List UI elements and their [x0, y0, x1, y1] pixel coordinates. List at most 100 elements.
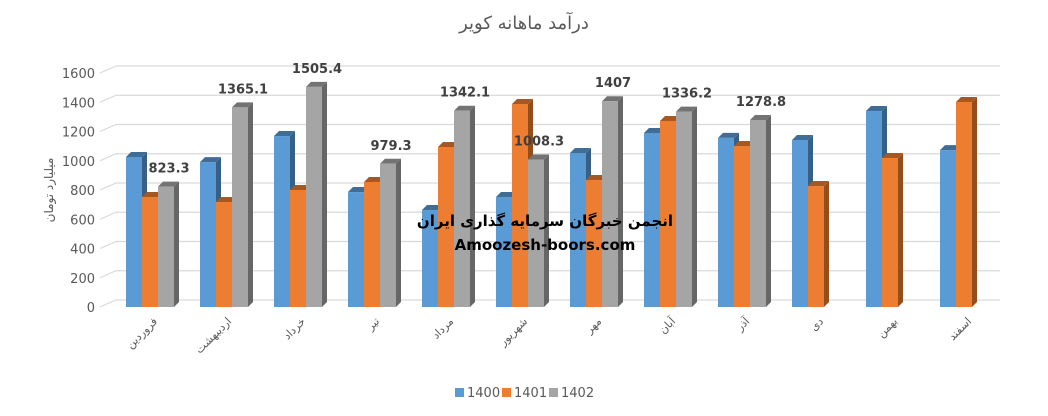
bar-front	[364, 181, 380, 307]
x-tick-label: آبان	[656, 314, 679, 337]
bar-front	[570, 152, 586, 307]
bar-1401	[882, 152, 903, 307]
gridline	[99, 270, 1000, 279]
bar-top	[422, 205, 443, 211]
bar-front	[158, 186, 174, 307]
data-label: 1365.1	[218, 82, 268, 97]
bar-side	[396, 158, 401, 307]
legend-label: 1401	[514, 386, 547, 401]
x-tick-label: خرداد	[281, 315, 308, 342]
data-label: 979.3	[370, 139, 411, 154]
y-axis-label: میلیارد تومان	[42, 158, 57, 223]
bar-side	[248, 102, 253, 307]
y-tick-label: 1000	[62, 155, 95, 170]
bar-front	[232, 107, 248, 307]
bar-front	[496, 197, 512, 307]
gridline	[99, 94, 1000, 103]
bar-front	[126, 156, 142, 307]
bar-top	[660, 115, 681, 121]
bar-front	[808, 186, 824, 307]
x-tick-label: بهمن	[875, 315, 900, 340]
bar-1401	[808, 181, 829, 307]
bar-top	[216, 196, 237, 202]
bar-front	[718, 137, 734, 307]
x-tick-label: اردیبهشت	[193, 315, 234, 356]
bar-top	[676, 106, 697, 112]
legend-label: 1400	[467, 386, 500, 401]
bar-top	[956, 96, 977, 102]
bar-top	[940, 145, 961, 151]
bar-front	[348, 192, 364, 307]
bar-top	[274, 131, 295, 137]
legend-swatch	[502, 388, 511, 397]
bar-front	[422, 210, 438, 307]
bar-front	[940, 150, 956, 307]
data-label: 1008.3	[514, 135, 564, 150]
bar-1402	[380, 158, 401, 307]
bar-side	[898, 152, 903, 307]
x-tick-label: شهریور	[496, 315, 530, 349]
watermark-line2: Amoozesh-boors.com	[455, 236, 636, 254]
bar-front	[200, 162, 216, 307]
legend-swatch	[455, 388, 464, 397]
gridline	[99, 65, 1000, 74]
x-tick-label: مهر	[582, 315, 604, 337]
data-label: 823.3	[148, 162, 189, 177]
bar-1402	[676, 106, 697, 307]
bar-front	[306, 86, 322, 307]
bar-front	[882, 157, 898, 307]
y-axis-ticks: 0 200 400 600 800 1000 1200 1400 1600	[62, 67, 95, 316]
bar-top	[808, 181, 829, 187]
bar-1402	[528, 154, 549, 307]
bar-front	[750, 119, 766, 308]
bar-top	[750, 114, 771, 120]
bar-front	[602, 101, 618, 307]
bar-front	[290, 190, 306, 307]
y-tick-label: 200	[70, 272, 95, 287]
bar-top	[232, 102, 253, 108]
data-label: 1278.8	[736, 95, 786, 110]
x-tick-label: اسفند	[946, 315, 974, 343]
bar-side	[174, 181, 179, 307]
gridlines	[99, 65, 1000, 308]
bar-1402	[454, 105, 475, 308]
gridline	[99, 211, 1000, 220]
x-tick-label: مرداد	[429, 315, 456, 342]
bar-side	[766, 114, 771, 308]
legend: 1400 1401 1402	[455, 386, 594, 401]
bar-front	[644, 132, 660, 307]
legend-swatch	[549, 388, 558, 397]
bar-top	[380, 158, 401, 164]
y-tick-label: 1400	[62, 96, 95, 111]
bar-front	[454, 110, 470, 308]
bar-front	[586, 180, 602, 307]
data-label: 1342.1	[440, 86, 490, 101]
bar-side	[972, 96, 977, 308]
x-tick-label: آذر	[732, 314, 753, 335]
bar-side	[470, 105, 475, 308]
y-tick-label: 1600	[62, 67, 95, 82]
bar-top	[364, 176, 385, 182]
bar-front	[866, 111, 882, 308]
bar-top	[586, 175, 607, 181]
bar-front	[660, 120, 676, 307]
bar-front	[380, 163, 396, 307]
gridline	[99, 299, 1000, 308]
chart-title: درآمد ماهانه کویر	[458, 11, 589, 34]
bar-side	[618, 96, 623, 307]
bar-front	[512, 104, 528, 307]
legend-item-1400: 1400	[455, 386, 500, 401]
bar-1402	[602, 96, 623, 307]
gridline	[99, 240, 1000, 250]
legend-label: 1402	[561, 386, 594, 401]
y-tick-label: 400	[70, 243, 95, 258]
bar-top	[200, 157, 221, 163]
data-label: 1407	[595, 76, 631, 91]
x-tick-label: دی	[807, 315, 826, 334]
bar-top	[158, 181, 179, 187]
bar-front	[792, 139, 808, 307]
bar-front	[734, 145, 750, 307]
x-tick-label: تیر	[363, 315, 382, 334]
bar-side	[322, 81, 327, 307]
gridline	[99, 123, 1000, 133]
